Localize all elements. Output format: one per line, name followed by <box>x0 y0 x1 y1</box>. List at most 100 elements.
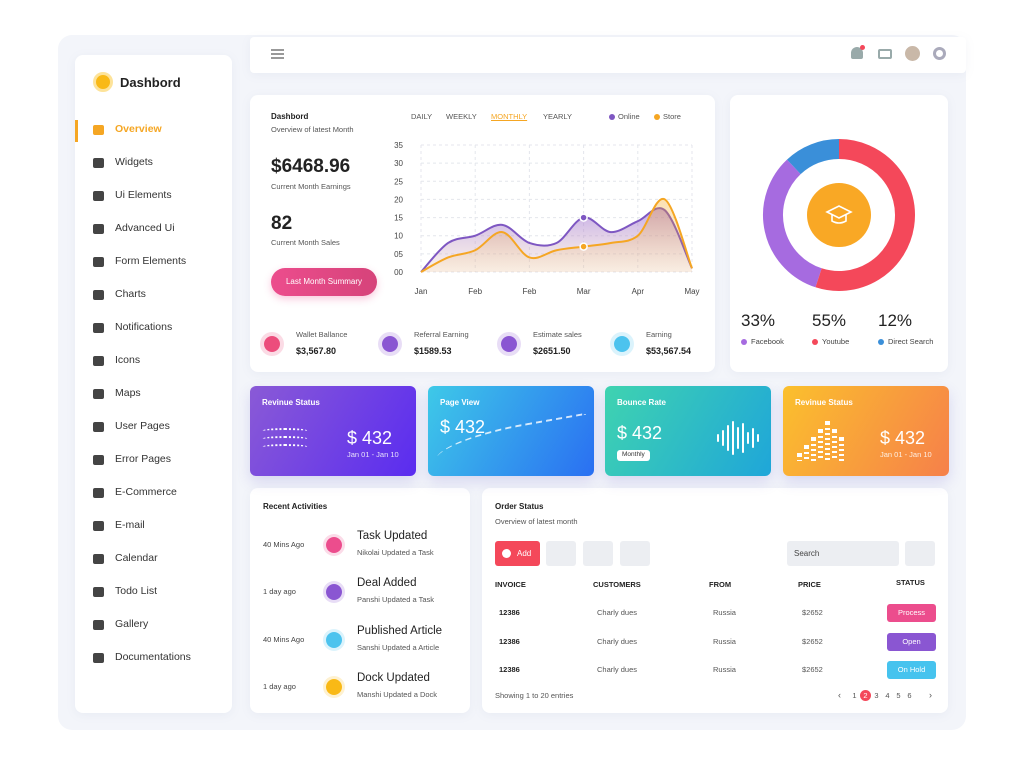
menu-icon <box>93 290 104 300</box>
sidebar: Dashbord Overview Widgets Ui Elements Advanc… <box>75 55 232 713</box>
page-number[interactable]: 1 <box>852 691 857 700</box>
stat-card: Page View $ 432 <box>428 386 594 476</box>
period-select[interactable]: Monthly <box>617 450 650 461</box>
legend-dot <box>812 339 818 345</box>
avatar[interactable] <box>905 46 920 61</box>
status-button[interactable]: Open <box>887 632 936 651</box>
info-button[interactable] <box>583 541 613 566</box>
activity-title: Published Article <box>357 624 443 637</box>
summary-button[interactable]: Last Month Summary <box>271 268 377 296</box>
activity-title: Dock Updated <box>357 671 430 684</box>
card-subtitle: Overview of latest month <box>495 517 578 526</box>
menu-item[interactable]: Form Elements <box>115 255 187 267</box>
badge <box>860 45 865 50</box>
status-button[interactable]: On Hold <box>887 661 936 679</box>
mail-icon[interactable] <box>878 49 892 59</box>
amount: $6468.96 <box>271 156 351 177</box>
invoice: 12386 <box>499 608 520 617</box>
page-number[interactable]: 6 <box>907 691 912 700</box>
orders-card: Order Status Overview of latest month Ad… <box>482 488 948 713</box>
menu-item[interactable]: Overview <box>115 123 162 135</box>
stat-label: Referral Earning <box>414 330 469 339</box>
activity-icon <box>323 534 345 556</box>
legend-dot <box>654 114 660 120</box>
donut-segment <box>786 139 840 175</box>
tab[interactable]: WEEKLY <box>446 112 477 121</box>
card-title: Dashbord <box>271 112 309 121</box>
area <box>421 198 692 272</box>
menu-item[interactable]: Documentations <box>115 651 191 663</box>
menu-item[interactable]: Notifications <box>115 321 173 333</box>
menu-item[interactable]: Advanced Ui <box>115 222 175 234</box>
card-value: $ 432 <box>880 428 926 448</box>
card-subtitle: Overview of latest Month <box>271 125 354 134</box>
y-tick-label: 20 <box>394 195 403 204</box>
stat-icon <box>610 332 634 356</box>
settings-icon[interactable] <box>933 47 946 60</box>
menu-item[interactable]: Todo List <box>115 585 158 597</box>
sound-bar <box>737 427 739 449</box>
invoice: 12386 <box>499 636 520 646</box>
line <box>420 198 693 273</box>
menu-item[interactable]: Widgets <box>115 156 153 168</box>
menu-item[interactable]: Gallery <box>115 618 149 630</box>
wave-icon <box>262 444 308 450</box>
donut-chart <box>763 139 915 291</box>
activity-text: Manshi Updated a Dock <box>357 689 438 699</box>
menu-item[interactable]: Calendar <box>115 552 158 564</box>
delete-button[interactable] <box>546 541 576 566</box>
menu-item[interactable]: Maps <box>115 387 141 399</box>
card-title: Recent Activities <box>263 502 328 511</box>
export-button[interactable] <box>905 541 935 566</box>
donut-segment <box>815 139 915 291</box>
stat-label: Earning <box>646 330 672 339</box>
menu-icon <box>93 620 104 630</box>
cell: $2652 <box>802 665 823 674</box>
card-title: Bounce Rate <box>617 398 666 407</box>
y-tick-label: 10 <box>394 232 403 241</box>
cap-icon <box>825 205 853 224</box>
activity-time: 40 Mins Ago <box>263 540 305 549</box>
eq-bar <box>797 453 802 461</box>
bell-icon[interactable] <box>851 47 863 59</box>
prev-page[interactable]: ‹ <box>838 690 841 700</box>
menu-item[interactable]: Ui Elements <box>115 189 172 201</box>
menu-item[interactable]: Icons <box>115 354 141 366</box>
activity-time: 40 Mins Ago <box>263 634 305 644</box>
activity-text: Nikolai Updated a Task <box>357 548 434 557</box>
footer-text: Showing 1 to 20 entries <box>495 691 574 700</box>
search-input[interactable]: Search <box>787 541 899 566</box>
card-value: $ 432 <box>440 417 486 437</box>
cell: Russia <box>713 636 736 646</box>
page-number[interactable]: 4 <box>885 691 890 700</box>
column-header: FROM <box>709 580 732 589</box>
wave-icon <box>262 428 308 434</box>
sound-bar <box>752 428 754 448</box>
menu-item[interactable]: E-mail <box>115 519 145 531</box>
status-button[interactable]: Process <box>887 604 936 622</box>
line <box>420 207 693 273</box>
menu-item[interactable]: User Pages <box>115 420 170 432</box>
cell: Russia <box>713 608 736 617</box>
donut-center <box>807 183 871 247</box>
page-number[interactable]: 3 <box>874 691 879 700</box>
tab[interactable]: MONTHLY <box>491 112 528 121</box>
activities-card: Recent Activities 40 Mins Ago Task Update… <box>250 488 470 713</box>
page-number[interactable]: 2 <box>860 690 871 701</box>
menu-item[interactable]: E-Commerce <box>115 486 177 498</box>
tab[interactable]: YEARLY <box>543 112 573 121</box>
menu-button[interactable] <box>271 49 284 51</box>
next-page[interactable]: › <box>929 690 932 700</box>
activity-icon <box>323 628 345 651</box>
page-number[interactable]: 5 <box>896 691 901 700</box>
x-tick-label: May <box>684 287 699 296</box>
y-tick-label: 25 <box>394 177 403 186</box>
file-button[interactable] <box>620 541 650 566</box>
percent-label: 33% <box>741 311 776 330</box>
menu-item[interactable]: Charts <box>115 288 146 300</box>
menu-item[interactable]: Error Pages <box>115 453 172 465</box>
activity-text: Panshi Updated a Task <box>357 595 434 605</box>
menu-icon <box>93 158 104 168</box>
tab[interactable]: DAILY <box>411 112 433 121</box>
stat-label: Wallet Ballance <box>296 330 348 339</box>
